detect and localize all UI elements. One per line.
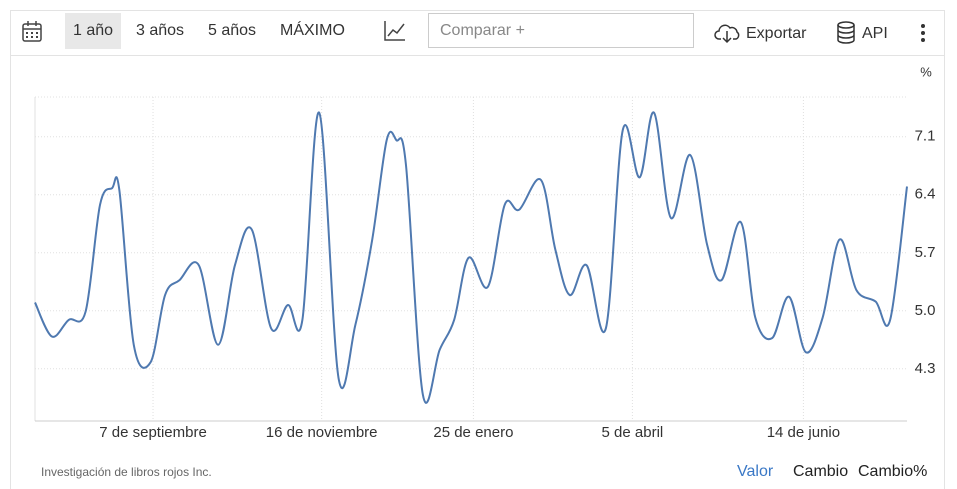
export-button[interactable]: Exportar (746, 25, 807, 42)
x-tick-label: 25 de enero (433, 424, 513, 441)
x-tick-label: 7 de septiembre (99, 424, 207, 441)
view-tab[interactable]: Cambio% (858, 463, 928, 480)
y-tick-label: 7.1 (915, 128, 936, 145)
x-tick-label: 16 de noviembre (266, 424, 378, 441)
frame (10, 10, 945, 489)
x-tick-label: 14 de junio (767, 424, 840, 441)
y-tick-label: 5.0 (915, 302, 936, 319)
range-button[interactable]: 5 años (208, 22, 257, 39)
y-tick-label: 6.4 (915, 186, 936, 203)
menu-icon[interactable] (919, 23, 927, 43)
range-button[interactable]: MÁXIMO (280, 22, 345, 39)
y-unit: % (920, 64, 932, 79)
chart-type-icon[interactable] (383, 20, 407, 42)
view-tab[interactable]: Valor (737, 463, 774, 480)
compare-input[interactable]: Comparar + (428, 13, 694, 48)
y-tick-label: 4.3 (915, 360, 936, 377)
api-button[interactable]: API (862, 25, 888, 42)
range-button[interactable]: 1 año (65, 13, 122, 49)
view-tab[interactable]: Cambio (793, 463, 849, 480)
data-line (34, 111, 908, 404)
toolbar (10, 10, 945, 56)
export-icon[interactable] (714, 22, 742, 44)
range-button[interactable]: 3 años (136, 22, 185, 39)
source: Investigación de libros rojos Inc. (41, 465, 212, 479)
y-tick-label: 5.7 (915, 244, 936, 261)
x-tick-label: 5 de abril (602, 424, 664, 441)
api-icon[interactable] (836, 21, 856, 45)
calendar-icon[interactable] (21, 20, 43, 44)
